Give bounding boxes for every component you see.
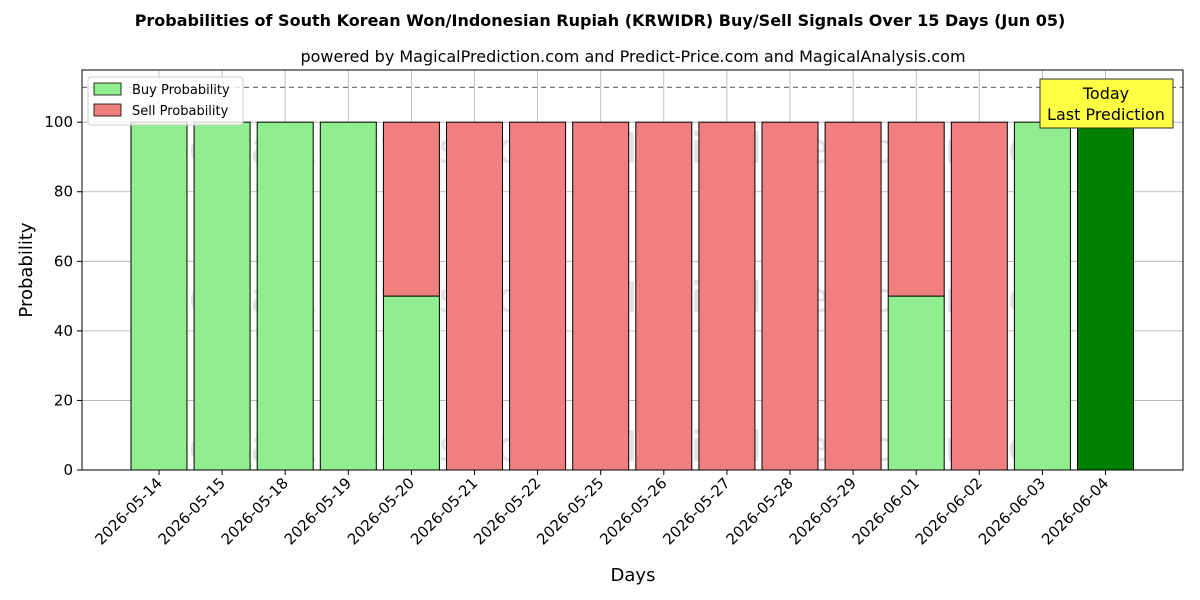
x-tick-label: 2026-05-22 bbox=[470, 474, 544, 548]
legend-buy-label: Buy Probability bbox=[132, 83, 230, 98]
annotation-box bbox=[1039, 78, 1174, 129]
bar-buy-2026-06-04 bbox=[1077, 121, 1134, 471]
x-axis: 2026-05-142026-05-152026-05-182026-05-19… bbox=[91, 470, 1112, 548]
bar-sell-2026-05-25 bbox=[572, 121, 630, 471]
annotation-line1: Today bbox=[1082, 84, 1129, 103]
bar-sell-2026-06-01 bbox=[887, 121, 945, 297]
y-tick-label: 0 bbox=[63, 461, 73, 479]
bar-sell-2026-05-27 bbox=[698, 121, 756, 471]
bar-buy-2026-05-18 bbox=[256, 121, 314, 471]
x-tick-label: 2026-05-18 bbox=[218, 474, 292, 548]
x-tick-label: 2026-05-15 bbox=[155, 474, 229, 548]
y-tick-label: 60 bbox=[54, 252, 73, 270]
legend-sell-label: Sell Probability bbox=[132, 104, 229, 119]
x-tick-label: 2026-05-19 bbox=[281, 474, 355, 548]
x-tick-label: 2026-05-28 bbox=[722, 474, 796, 548]
bar-buy-2026-05-15 bbox=[193, 121, 251, 471]
bar-buy-2026-05-14 bbox=[130, 121, 188, 471]
x-tick-label: 2026-05-25 bbox=[533, 474, 607, 548]
y-tick-label: 100 bbox=[44, 113, 73, 131]
x-tick-label: 2026-06-03 bbox=[975, 474, 1049, 548]
legend-sell-swatch bbox=[93, 103, 122, 117]
bar-sell-2026-05-20 bbox=[382, 121, 440, 297]
x-tick-label: 2026-05-26 bbox=[596, 474, 670, 548]
bars bbox=[130, 121, 1134, 471]
legend: Buy Probability Sell Probability bbox=[87, 76, 244, 126]
bar-buy-2026-05-19 bbox=[319, 121, 377, 471]
bar-sell-2026-05-22 bbox=[509, 121, 567, 471]
legend-box bbox=[87, 76, 244, 126]
y-tick-label: 20 bbox=[54, 391, 73, 409]
bar-buy-2026-05-20 bbox=[382, 295, 440, 471]
y-tick-label: 40 bbox=[54, 322, 73, 340]
today-annotation: Today Last Prediction bbox=[1039, 78, 1174, 129]
bar-sell-2026-05-29 bbox=[824, 121, 882, 471]
x-tick-label: 2026-06-01 bbox=[849, 474, 923, 548]
plot-frame bbox=[81, 69, 1184, 471]
x-axis-label: Days bbox=[611, 565, 656, 586]
chart-title: Probabilities of South Korean Won/Indone… bbox=[135, 11, 1066, 30]
bar-sell-2026-05-28 bbox=[761, 121, 819, 471]
x-tick-label: 2026-06-02 bbox=[912, 474, 986, 548]
bar-sell-2026-06-02 bbox=[950, 121, 1008, 471]
x-tick-label: 2026-05-20 bbox=[344, 474, 418, 548]
annotation-line2: Last Prediction bbox=[1047, 105, 1165, 124]
x-tick-label: 2026-06-04 bbox=[1038, 474, 1112, 548]
bar-sell-2026-05-21 bbox=[446, 121, 503, 471]
y-axis-label: Probability bbox=[16, 222, 37, 317]
y-tick-label: 80 bbox=[54, 183, 73, 201]
legend-buy-swatch bbox=[93, 82, 122, 96]
chart-subtitle: powered by MagicalPrediction.com and Pre… bbox=[300, 47, 965, 66]
bar-buy-2026-06-01 bbox=[887, 295, 945, 471]
bar-buy-2026-06-03 bbox=[1013, 121, 1071, 471]
x-tick-label: 2026-05-21 bbox=[407, 474, 481, 548]
bar-sell-2026-05-26 bbox=[635, 121, 693, 471]
x-tick-label: 2026-05-29 bbox=[786, 474, 860, 548]
y-axis: 0 20 40 60 80 100 bbox=[44, 113, 82, 479]
x-tick-label: 2026-05-27 bbox=[659, 474, 733, 548]
x-tick-label: 2026-05-14 bbox=[91, 474, 165, 548]
